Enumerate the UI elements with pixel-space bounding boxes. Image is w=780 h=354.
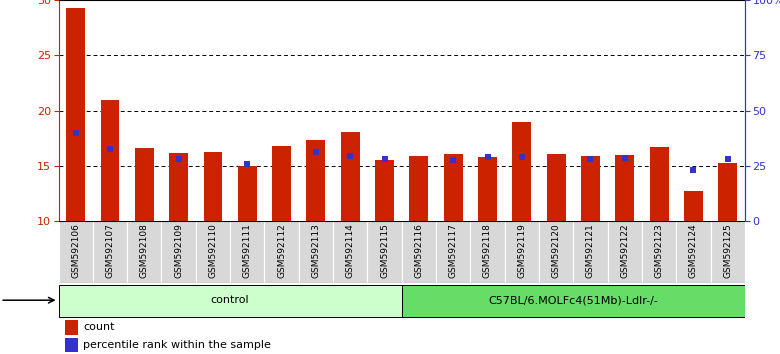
Bar [410,156,428,221]
Bar [718,162,737,221]
Bar [512,122,531,221]
Bar [58,221,93,283]
Bar [238,166,257,221]
Bar [230,221,264,283]
Bar [299,221,333,283]
Bar [264,221,299,283]
Text: GSM592124: GSM592124 [689,224,698,278]
Bar [375,160,394,221]
Bar [573,221,608,283]
Bar [307,141,325,221]
Bar [58,285,402,317]
Bar [684,192,703,221]
Text: GSM592123: GSM592123 [654,224,664,278]
Text: GSM592115: GSM592115 [380,223,389,279]
Text: GSM592120: GSM592120 [551,224,561,278]
Text: GSM592122: GSM592122 [620,224,629,278]
Text: control: control [211,295,250,305]
Bar [66,320,78,335]
Bar [642,221,676,283]
Bar [101,99,119,221]
Bar [505,221,539,283]
Bar [169,153,188,221]
Bar [66,8,85,221]
Bar [367,221,402,283]
Bar [444,154,463,221]
Bar [93,221,127,283]
Bar [608,221,642,283]
Text: GSM592121: GSM592121 [586,224,595,278]
Text: GSM592113: GSM592113 [311,223,321,279]
Text: GSM592116: GSM592116 [414,223,424,279]
Text: GSM592108: GSM592108 [140,223,149,279]
Bar [333,221,367,283]
Text: GSM592110: GSM592110 [208,223,218,279]
Bar [539,221,573,283]
Text: GSM592119: GSM592119 [517,223,526,279]
Bar [161,221,196,283]
Bar [196,221,230,283]
Bar [436,221,470,283]
Text: C57BL/6.MOLFc4(51Mb)-Ldlr-/-: C57BL/6.MOLFc4(51Mb)-Ldlr-/- [488,295,658,305]
Text: GSM592118: GSM592118 [483,223,492,279]
Bar [402,221,436,283]
Text: GSM592111: GSM592111 [243,223,252,279]
Bar [650,147,668,221]
Text: GSM592109: GSM592109 [174,223,183,279]
Bar [711,221,745,283]
Bar [581,156,600,221]
Text: percentile rank within the sample: percentile rank within the sample [83,340,271,350]
Text: GSM592112: GSM592112 [277,224,286,278]
Bar [204,152,222,221]
Text: count: count [83,322,115,332]
Bar [135,148,154,221]
Bar [341,132,360,221]
Text: GSM592106: GSM592106 [71,223,80,279]
Bar [402,285,745,317]
Bar [66,338,78,352]
Bar [272,146,291,221]
Text: GSM592125: GSM592125 [723,224,732,278]
Text: GSM592107: GSM592107 [105,223,115,279]
Bar [470,221,505,283]
Text: GSM592114: GSM592114 [346,224,355,278]
Bar [127,221,161,283]
Bar [615,155,634,221]
Bar [676,221,711,283]
Bar [478,157,497,221]
Bar [547,154,566,221]
Text: GSM592117: GSM592117 [448,223,458,279]
